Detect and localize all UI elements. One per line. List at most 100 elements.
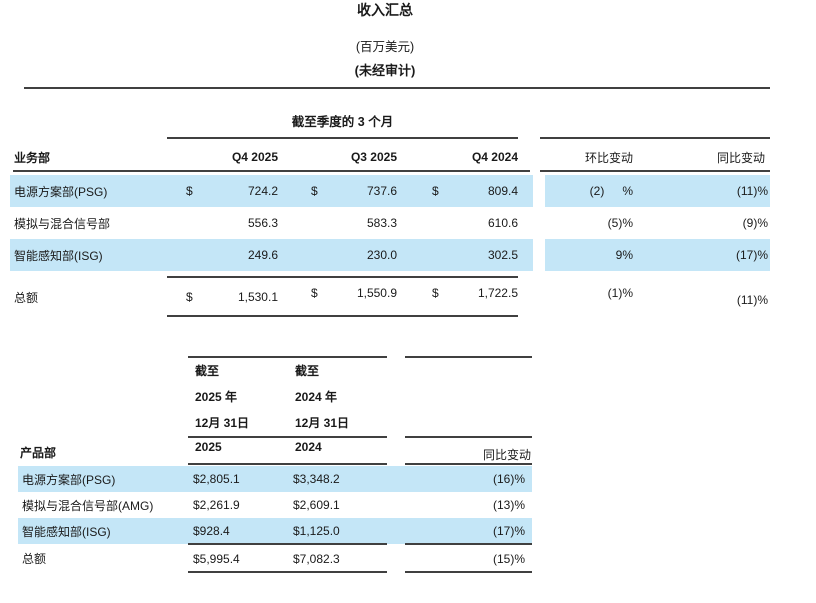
yoy-change-value: (15)%	[492, 551, 525, 566]
currency-symbol: $	[311, 184, 318, 198]
col-header-year-2024: 2024	[295, 440, 322, 454]
q4-2025-value: 249.6	[247, 248, 278, 262]
annual-total-top-rule-left	[188, 543, 387, 545]
top-rule	[24, 87, 770, 89]
q4-2024-cell: $ 1,722.5	[432, 277, 518, 309]
qoq-change-value: (2) %	[589, 184, 633, 198]
q3-2025-value: 1,550.9	[356, 286, 397, 300]
q3-2025-value: 737.6	[366, 184, 397, 198]
q4-2024-value: 302.5	[487, 248, 518, 262]
qoq-change-value: (1)%	[607, 286, 633, 300]
period1-line2: 2025 年	[195, 390, 238, 404]
q4-2024-value: 809.4	[487, 184, 518, 198]
business-unit-label: 智能感知部(ISG)	[14, 248, 103, 263]
annual-period-top-rule	[188, 356, 387, 358]
business-unit-label: 模拟与混合信号部	[14, 216, 111, 231]
row-highlight-band	[545, 175, 770, 207]
col-header-q3-2025: Q3 2025	[350, 150, 397, 164]
fy2024-value: $3,348.2	[293, 472, 340, 486]
product-division-label: 模拟与混合信号部(AMG)	[22, 498, 154, 513]
q4-2025-value: 1,530.1	[237, 290, 278, 304]
product-division-label: 智能感知部(ISG)	[22, 524, 111, 539]
fy2025-value: $928.4	[193, 524, 230, 538]
q3-2025-value: 583.3	[366, 216, 397, 230]
row-highlight-band	[10, 239, 533, 271]
q3-2025-cell: 230.0	[311, 239, 397, 271]
period2-line1: 截至	[295, 364, 320, 378]
annual-period-mid-rule	[188, 436, 387, 438]
qoq-change-value: 9%	[615, 248, 633, 262]
table-row: 电源方案部(PSG) $2,805.1 $3,348.2 (16)%	[0, 466, 816, 492]
fy2025-value: $5,995.4	[193, 551, 240, 566]
product-division-label: 总额	[22, 552, 47, 566]
col-header-product-division: 产品部	[20, 446, 57, 460]
q4-2025-cell: 556.3	[186, 207, 278, 239]
total-top-rule	[167, 276, 518, 278]
fy2024-value: $7,082.3	[293, 551, 340, 566]
col-header-yoy-change: 同比变动	[482, 448, 531, 462]
unaudited-note: (未经审计)	[354, 63, 416, 78]
period2-line3: 12月 31日	[295, 416, 350, 430]
table-row: 智能感知部(ISG) $928.4 $1,125.0 (17)%	[0, 518, 816, 544]
q3-2025-cell: $ 737.6	[311, 175, 397, 207]
yoy-change-value: (13)%	[492, 498, 525, 512]
col-header-qoq-change: 环比变动	[584, 150, 633, 165]
q3-2025-cell: $ 1,550.9	[311, 277, 397, 309]
col-header-yoy-change: 同比变动	[716, 150, 765, 165]
table-row: 模拟与混合信号部(AMG) $2,261.9 $2,609.1 (13)%	[0, 492, 816, 518]
annual-yoy-mid-rule	[405, 436, 532, 438]
annual-yoy-top-rule	[405, 356, 532, 358]
annual-total-top-rule-right	[405, 543, 532, 545]
table-row: 电源方案部(PSG) $ 724.2 $ 737.6 $ 809.4 (2) %…	[0, 175, 816, 207]
period1-line1: 截至	[195, 364, 220, 378]
currency-symbol: $	[186, 184, 193, 198]
page-title: 收入汇总	[357, 2, 413, 18]
annual-header-rule-left	[188, 463, 387, 465]
annual-bottom-rule-left	[188, 571, 387, 573]
yoy-change-value: (9)%	[742, 216, 768, 230]
table-row: 模拟与混合信号部 556.3 583.3 610.6 (5)% (9)%	[0, 207, 816, 239]
yoy-change-value: (16)%	[492, 472, 525, 486]
business-unit-label: 电源方案部(PSG)	[14, 184, 108, 199]
q4-2025-value: 556.3	[247, 216, 278, 230]
row-highlight-band	[18, 466, 532, 492]
row-highlight-band	[545, 239, 770, 271]
currency-symbol: $	[432, 184, 439, 198]
q4-2025-cell: 249.6	[186, 239, 278, 271]
q4-2025-cell: $ 724.2	[186, 175, 278, 207]
qoq-change-value: (5)%	[607, 216, 633, 230]
yoy-change-value: (11)%	[736, 184, 768, 198]
currency-symbol: $	[432, 286, 439, 300]
units-note: (百万美元)	[355, 40, 415, 54]
q4-2024-cell: $ 809.4	[432, 175, 518, 207]
q4-2025-value: 724.2	[247, 184, 278, 198]
q4-2024-cell: 610.6	[432, 207, 518, 239]
quarterly-header-row: 业务部 Q4 2025 Q3 2025 Q4 2024 环比变动 同比变动	[0, 149, 816, 165]
total-row: 总额 $5,995.4 $7,082.3 (15)%	[0, 546, 816, 571]
annual-header-rule-right	[405, 463, 532, 465]
spanner-underline-right	[540, 137, 770, 139]
fy2025-value: $2,261.9	[193, 498, 240, 512]
row-highlight-band	[18, 518, 532, 544]
table-row: 智能感知部(ISG) 249.6 230.0 302.5 9% (17)%	[0, 239, 816, 271]
q4-2024-cell: 302.5	[432, 239, 518, 271]
q4-2025-cell: $ 1,530.1	[186, 281, 278, 313]
business-unit-label: 总额	[14, 290, 39, 305]
q3-2025-cell: 583.3	[311, 207, 397, 239]
spanner-underline-left	[167, 137, 518, 139]
product-division-label: 电源方案部(PSG)	[22, 472, 116, 487]
row-highlight-band	[10, 175, 533, 207]
col-header-q4-2024: Q4 2024	[471, 150, 518, 164]
q4-2024-value: 1,722.5	[477, 286, 518, 300]
header-rule-right	[540, 170, 770, 172]
period-spanner: 截至季度的 3 个月	[291, 115, 394, 129]
q4-2024-value: 610.6	[487, 216, 518, 230]
col-header-business-unit: 业务部	[14, 150, 51, 165]
period2-line2: 2024 年	[295, 390, 338, 404]
col-header-q4-2025: Q4 2025	[231, 150, 278, 164]
currency-symbol: $	[186, 290, 193, 304]
total-bottom-rule	[167, 315, 518, 317]
yoy-change-value: (17)%	[492, 524, 525, 538]
q3-2025-value: 230.0	[366, 248, 397, 262]
